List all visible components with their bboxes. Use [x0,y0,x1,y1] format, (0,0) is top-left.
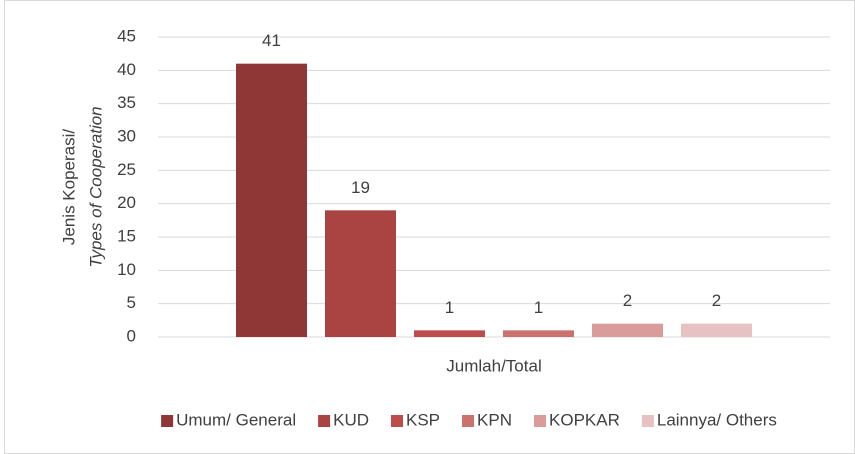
legend-swatch [534,415,547,427]
legend-swatch [391,415,404,427]
y-axis-title-line: Jenis Koperasi/ [59,129,78,246]
legend-swatch [161,415,174,427]
y-tick-label: 10 [117,260,136,279]
legend-label: KOPKAR [549,410,620,429]
data-label: 19 [351,178,370,197]
y-tick-label: 25 [117,160,136,179]
y-tick-label: 30 [117,126,136,145]
bar [681,323,752,337]
chart-border [4,0,855,454]
y-tick-label: 45 [117,26,136,45]
legend-label: KSP [406,410,440,429]
legend: Umum/ General KUD KSP KPN KOPKAR Lainnya/ Oth… [161,410,777,429]
legend-swatch [462,415,475,427]
bar [503,330,574,337]
legend-label: KPN [477,410,512,429]
data-label: 1 [534,298,543,317]
y-axis-title: Jenis Koperasi/ Types of Cooperation [59,106,105,267]
y-tick-label: 35 [117,93,136,112]
bar [592,323,663,337]
bar [414,330,485,337]
y-tick-label: 0 [127,326,136,345]
data-label: 1 [445,298,454,317]
y-tick-label: 20 [117,193,136,212]
data-label: 2 [623,291,632,310]
legend-swatch [641,415,654,427]
data-label: 2 [712,291,721,310]
y-tick-label: 5 [127,293,136,312]
y-tick-label: 15 [117,226,136,245]
bar [325,210,396,337]
y-tick-label: 40 [117,60,136,79]
legend-label: KUD [333,410,369,429]
data-label: 41 [262,31,281,50]
legend-label: Lainnya/ Others [657,410,777,429]
y-axis-title-line: Types of Cooperation [86,106,105,267]
x-tick-label: Jumlah/Total [446,356,541,375]
legend-label: Umum/ General [176,410,296,429]
bar [236,63,307,338]
legend-swatch [318,415,331,427]
